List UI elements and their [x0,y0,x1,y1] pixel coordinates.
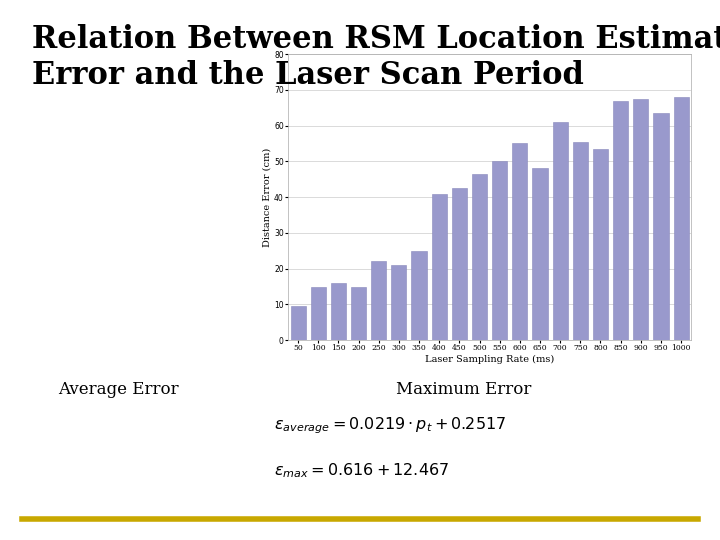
Bar [372,261,386,340]
Bar [472,174,487,340]
Bar [553,122,568,340]
Bar [452,188,467,340]
Bar [593,149,608,340]
Text: $\varepsilon_{average} = 0.0219 \cdot p_t + 0.2517$: $\varepsilon_{average} = 0.0219 \cdot p_… [274,416,506,436]
Bar [634,99,649,340]
Bar [573,141,588,340]
Bar [311,287,325,340]
Bar [392,265,406,340]
Bar [674,97,689,340]
Bar [492,161,507,340]
Text: $\varepsilon_{max} = 0.616 + 12.467$: $\varepsilon_{max} = 0.616 + 12.467$ [274,462,449,481]
Bar [533,168,548,340]
X-axis label: Laser Sampling Rate (ms): Laser Sampling Rate (ms) [425,355,554,364]
Text: Average Error: Average Error [58,381,179,397]
Bar [432,193,446,340]
Y-axis label: Distance Error (cm): Distance Error (cm) [262,147,271,247]
Bar [513,144,527,340]
Bar [351,287,366,340]
Bar [654,113,669,340]
Text: Relation Between RSM Location Estimation
Error and the Laser Scan Period: Relation Between RSM Location Estimation… [32,24,720,91]
Bar [290,306,305,340]
Bar [412,251,426,340]
Text: Maximum Error: Maximum Error [396,381,531,397]
Bar [613,100,628,340]
Bar [330,283,346,340]
